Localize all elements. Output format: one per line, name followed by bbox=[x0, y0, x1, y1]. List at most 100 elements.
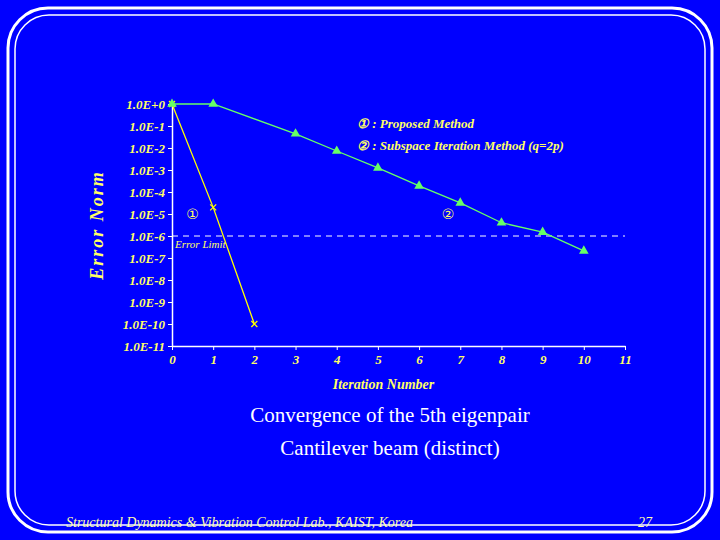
x-tick-label: 5 bbox=[375, 352, 382, 367]
y-tick: 1.0E-10 bbox=[123, 317, 172, 332]
x-axis-line bbox=[173, 346, 626, 348]
series-annotation: ① bbox=[186, 206, 199, 222]
series-marker bbox=[208, 98, 218, 106]
x-tick-label: 10 bbox=[578, 352, 592, 367]
y-axis-line bbox=[172, 105, 174, 347]
x-tick-mark bbox=[337, 346, 338, 350]
x-tick-mark bbox=[296, 346, 297, 350]
x-tick-label: 0 bbox=[169, 352, 176, 367]
frame-inner bbox=[15, 15, 705, 525]
y-axis-title: Error Norm bbox=[87, 170, 107, 281]
series-annotation: ② bbox=[442, 206, 455, 222]
y-tick-label: 1.0E+0 bbox=[126, 97, 165, 112]
y-tick-mark bbox=[168, 280, 172, 281]
y-tick: 1.0E-4 bbox=[129, 185, 172, 200]
y-tick-mark bbox=[168, 324, 172, 325]
slide: 1.0E+0 1.0E-1 1.0E-2 1.0E-3 1.0E-4 1.0E-5 1.0E… bbox=[0, 0, 720, 540]
x-tick: 2 bbox=[251, 346, 259, 367]
x-tick-label: 8 bbox=[499, 352, 506, 367]
x-tick: 8 bbox=[499, 346, 506, 367]
y-tick: 1.0E-8 bbox=[129, 273, 172, 288]
x-tick-label: 9 bbox=[540, 352, 547, 367]
series-marker bbox=[455, 197, 465, 205]
y-tick-mark bbox=[168, 302, 172, 303]
legend-entry: ② : Subspace Iteration Method (q=2p) bbox=[357, 138, 564, 153]
series-marker bbox=[373, 162, 383, 170]
y-tick-label: 1.0E-2 bbox=[129, 141, 165, 156]
y-tick: 1.0E-1 bbox=[129, 119, 172, 134]
series-marker bbox=[167, 98, 177, 106]
series-marker bbox=[497, 217, 507, 225]
y-tick: 1.0E+0 bbox=[126, 97, 172, 112]
y-tick-label: 1.0E-6 bbox=[129, 229, 165, 244]
series-marker bbox=[332, 145, 342, 153]
y-tick: 1.0E-11 bbox=[123, 339, 172, 354]
y-tick-label: 1.0E-4 bbox=[129, 185, 165, 200]
y-tick-mark bbox=[168, 126, 172, 127]
x-tick-mark bbox=[254, 346, 255, 350]
series-marker bbox=[579, 245, 589, 253]
y-tick-label: 1.0E-8 bbox=[129, 273, 165, 288]
y-tick-label: 1.0E-1 bbox=[129, 119, 165, 134]
x-tick-label: 3 bbox=[292, 352, 300, 367]
y-tick-label: 1.0E-7 bbox=[129, 251, 165, 266]
y-axis: 1.0E+0 1.0E-1 1.0E-2 1.0E-3 1.0E-4 1.0E-5 1.0E… bbox=[123, 97, 173, 354]
x-tick: 10 bbox=[578, 346, 592, 367]
x-tick: 3 bbox=[292, 346, 300, 367]
y-tick-mark bbox=[168, 148, 172, 149]
x-tick-label: 2 bbox=[251, 352, 259, 367]
y-tick: 1.0E-7 bbox=[129, 251, 172, 266]
series-line bbox=[172, 104, 254, 324]
y-tick-label: 1.0E-9 bbox=[129, 295, 165, 310]
page-number: 27 bbox=[638, 515, 653, 530]
y-tick-mark bbox=[168, 346, 172, 347]
x-tick-mark bbox=[172, 346, 173, 350]
y-tick-mark bbox=[168, 170, 172, 171]
series-marker bbox=[210, 204, 216, 210]
x-tick: 5 bbox=[375, 346, 382, 367]
legend-entry: ① : Proposed Method bbox=[357, 116, 475, 131]
x-tick: 9 bbox=[540, 346, 547, 367]
background bbox=[0, 0, 720, 540]
y-tick-mark bbox=[168, 192, 172, 193]
y-tick-label: 1.0E-11 bbox=[123, 339, 165, 354]
x-tick-mark bbox=[625, 346, 626, 350]
error-limit-line bbox=[172, 236, 625, 237]
y-tick: 1.0E-9 bbox=[129, 295, 172, 310]
x-tick-mark bbox=[378, 346, 379, 350]
footer: Structural Dynamics & Vibration Control … bbox=[66, 515, 413, 530]
x-tick-mark bbox=[584, 346, 585, 350]
x-tick-mark bbox=[460, 346, 461, 350]
series-line bbox=[172, 104, 584, 251]
chart-subtitle: Cantilever beam (distinct) bbox=[280, 436, 499, 460]
x-tick: 1 bbox=[210, 346, 217, 367]
series-marker bbox=[251, 321, 257, 327]
x-tick: 0 bbox=[169, 346, 176, 367]
y-tick-mark bbox=[168, 236, 172, 237]
series-marker bbox=[538, 227, 548, 235]
x-tick-label: 1 bbox=[210, 352, 217, 367]
x-tick-mark bbox=[213, 346, 214, 350]
y-tick: 1.0E-2 bbox=[129, 141, 172, 156]
x-tick-label: 6 bbox=[416, 352, 423, 367]
x-axis: 0 1 2 3 4 5 6 7 8 9 10 11 bbox=[169, 346, 631, 367]
y-tick: 1.0E-6 bbox=[129, 229, 172, 244]
x-tick-mark bbox=[501, 346, 502, 350]
y-tick: 1.0E-3 bbox=[129, 163, 172, 178]
error-limit-label: Error Limit bbox=[174, 238, 227, 250]
x-tick: 6 bbox=[416, 346, 423, 367]
x-tick: 7 bbox=[458, 346, 465, 367]
y-tick-label: 1.0E-3 bbox=[129, 163, 165, 178]
y-tick-mark bbox=[168, 258, 172, 259]
x-tick-mark bbox=[543, 346, 544, 350]
y-tick-label: 1.0E-10 bbox=[123, 317, 166, 332]
x-tick-mark bbox=[419, 346, 420, 350]
x-axis-title: Iteration Number bbox=[332, 377, 435, 392]
y-tick: 1.0E-5 bbox=[129, 207, 172, 222]
x-tick-label: 11 bbox=[619, 352, 631, 367]
x-tick-label: 7 bbox=[458, 352, 465, 367]
series-marker bbox=[291, 128, 301, 136]
x-tick: 11 bbox=[619, 346, 631, 367]
series-marker bbox=[414, 180, 424, 188]
x-tick-label: 4 bbox=[333, 352, 341, 367]
